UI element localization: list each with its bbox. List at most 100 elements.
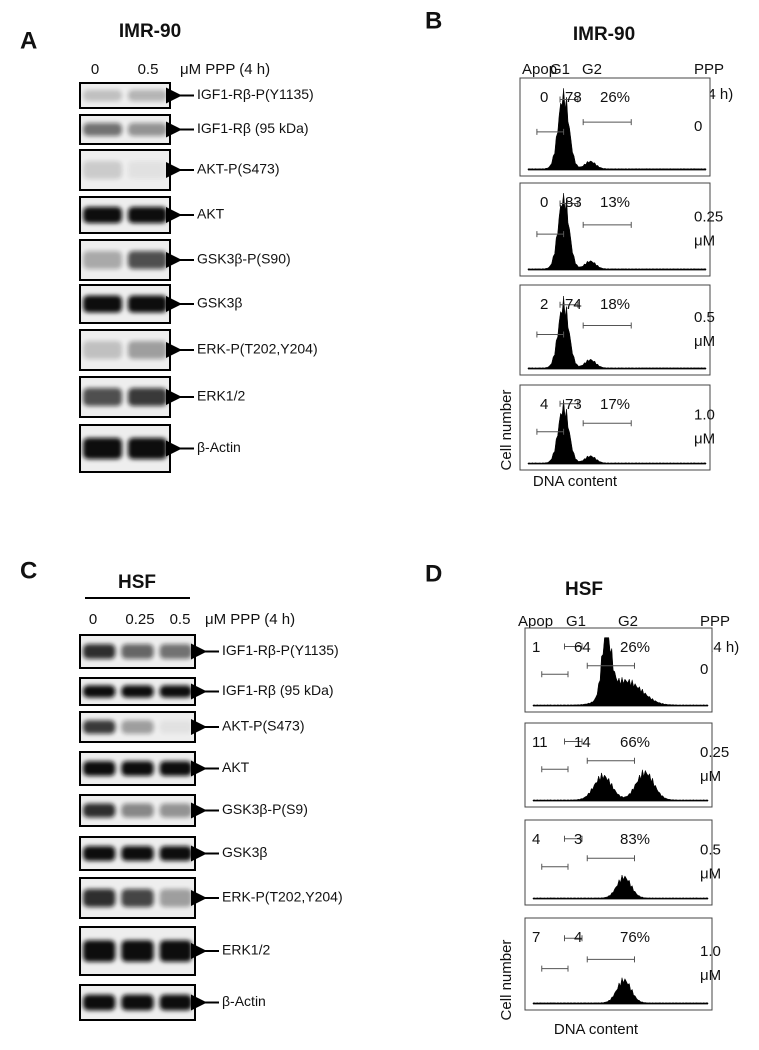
band bbox=[83, 388, 122, 406]
blot bbox=[79, 634, 196, 669]
histogram-frame bbox=[519, 182, 711, 277]
blot bbox=[79, 926, 196, 976]
treatment-label: μM PPP (4 h) bbox=[205, 611, 295, 628]
gate-percent: 78 bbox=[565, 89, 582, 106]
gate-bar bbox=[586, 855, 635, 862]
band bbox=[121, 940, 154, 962]
treatment-label: μM PPP (4 h) bbox=[180, 61, 270, 78]
band bbox=[83, 89, 122, 102]
gate-percent: 4 bbox=[532, 831, 540, 848]
band bbox=[159, 720, 192, 734]
gate-percent: 64 bbox=[574, 639, 591, 656]
panel-title: IMR-90 bbox=[573, 24, 635, 45]
blot-label: GSK3β-P(S90) bbox=[197, 251, 291, 267]
dose-label: 0.5 bbox=[700, 841, 721, 858]
gate-bar bbox=[582, 119, 632, 126]
dose-unit: μM bbox=[694, 232, 715, 249]
histogram-frame bbox=[519, 384, 711, 471]
gate-percent: 4 bbox=[540, 396, 548, 413]
gate-bar bbox=[586, 757, 635, 764]
condition-header: PPP bbox=[694, 61, 724, 78]
band bbox=[83, 341, 122, 359]
gate-percent: 0 bbox=[540, 194, 548, 211]
histogram-frame bbox=[519, 77, 711, 177]
blot bbox=[79, 284, 171, 324]
panel-title: IMR-90 bbox=[119, 21, 181, 42]
gate-percent: 18% bbox=[600, 296, 630, 313]
band bbox=[83, 206, 122, 224]
gate-bar bbox=[582, 322, 632, 329]
y-axis-label: Cell number bbox=[498, 940, 515, 1021]
blot bbox=[79, 677, 196, 706]
panel-label: C bbox=[20, 557, 37, 584]
histogram-trace bbox=[532, 874, 709, 900]
dose-label: 0 bbox=[694, 118, 702, 135]
dose-label: 1.0 bbox=[694, 406, 715, 423]
lane-label: 0 bbox=[91, 61, 99, 78]
band bbox=[128, 437, 167, 460]
x-axis-label: DNA content bbox=[533, 473, 618, 490]
band bbox=[83, 122, 122, 137]
gate-percent: 4 bbox=[574, 929, 582, 946]
gate-percent: 7 bbox=[532, 929, 540, 946]
blot-label: GSK3β bbox=[222, 844, 267, 860]
blot-label: AKT bbox=[197, 206, 225, 222]
blot bbox=[79, 329, 171, 371]
band bbox=[121, 994, 154, 1011]
band bbox=[83, 720, 116, 734]
band bbox=[83, 161, 122, 179]
condition-header: PPP bbox=[700, 613, 730, 630]
blot-label: β-Actin bbox=[222, 993, 266, 1009]
band bbox=[159, 685, 192, 698]
band bbox=[83, 761, 116, 776]
band bbox=[128, 161, 167, 179]
band bbox=[83, 644, 116, 659]
dose-unit: μM bbox=[700, 865, 721, 882]
gate-percent: 14 bbox=[574, 734, 591, 751]
gate-percent: 26% bbox=[620, 639, 650, 656]
gate-percent: 1 bbox=[532, 639, 540, 656]
blot bbox=[79, 239, 171, 281]
band bbox=[83, 940, 116, 962]
gate-bar bbox=[586, 662, 635, 669]
gate-bar bbox=[582, 221, 632, 228]
blot bbox=[79, 836, 196, 871]
gate-percent: 76% bbox=[620, 929, 650, 946]
band bbox=[159, 803, 192, 818]
blot-label: AKT-P(S473) bbox=[222, 718, 304, 734]
dose-label: 0 bbox=[700, 661, 708, 678]
blot-label: IGF1-Rβ-P(Y1135) bbox=[222, 642, 339, 658]
band bbox=[159, 994, 192, 1011]
band bbox=[83, 994, 116, 1011]
blot-label: β-Actin bbox=[197, 439, 241, 455]
dose-label: 1.0 bbox=[700, 943, 721, 960]
gate-header: G1 bbox=[566, 613, 586, 630]
band bbox=[83, 295, 122, 313]
gate-bar bbox=[541, 671, 569, 678]
gate-percent: 83% bbox=[620, 831, 650, 848]
band bbox=[159, 940, 192, 962]
panel-label: B bbox=[425, 7, 442, 34]
blot bbox=[79, 794, 196, 827]
band bbox=[128, 341, 167, 359]
x-axis-label: DNA content bbox=[554, 1021, 639, 1038]
blot-label: AKT-P(S473) bbox=[197, 161, 279, 177]
band bbox=[121, 685, 154, 698]
blot bbox=[79, 376, 171, 418]
lane-label: 0.5 bbox=[138, 61, 159, 78]
histogram-frame bbox=[524, 722, 713, 808]
gate-bar bbox=[559, 400, 579, 407]
histogram-trace bbox=[532, 637, 709, 707]
gate-header: Apop bbox=[522, 61, 557, 78]
blot bbox=[79, 877, 196, 919]
band bbox=[121, 846, 154, 861]
gate-bar bbox=[541, 863, 569, 870]
band bbox=[83, 251, 122, 269]
dose-unit: μM bbox=[700, 768, 721, 785]
panel-label: A bbox=[20, 27, 37, 54]
blot-label: AKT bbox=[222, 759, 250, 775]
y-axis-label: Cell number bbox=[498, 390, 515, 471]
band bbox=[159, 644, 192, 659]
band bbox=[159, 889, 192, 907]
